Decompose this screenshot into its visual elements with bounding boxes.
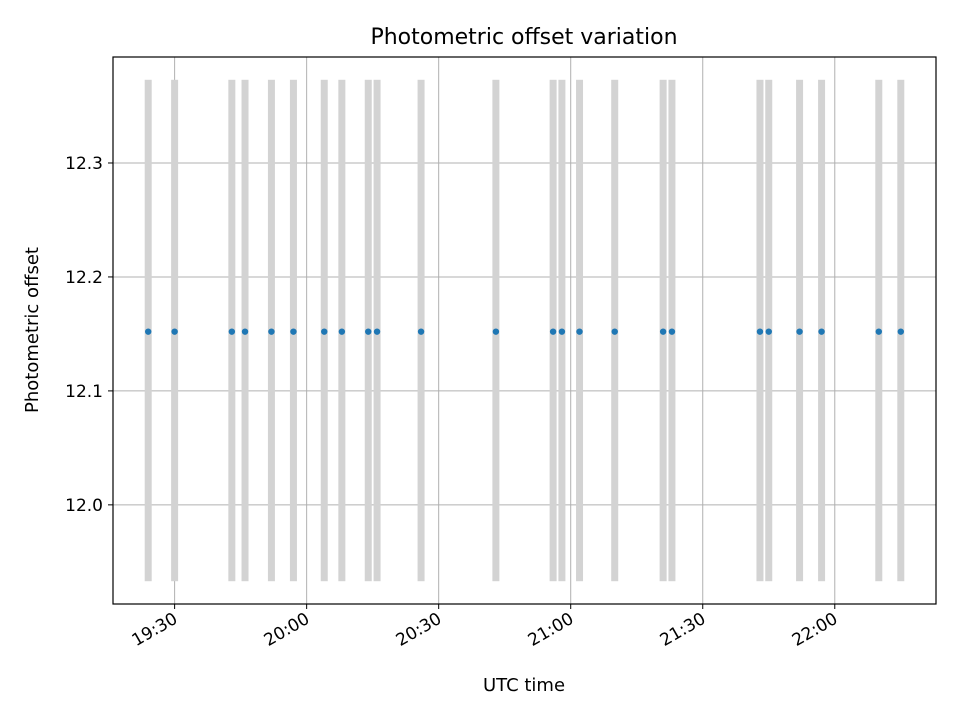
data-point <box>373 328 381 335</box>
data-point <box>611 328 618 335</box>
data-point <box>417 328 425 335</box>
data-point <box>576 328 583 335</box>
data-point <box>659 328 667 335</box>
y-tick-label: 12.0 <box>65 496 103 516</box>
data-point <box>171 328 178 335</box>
data-point <box>549 328 557 335</box>
data-point <box>875 328 882 335</box>
data-point <box>897 328 904 335</box>
data-point <box>365 328 372 335</box>
data-point <box>668 328 676 335</box>
data-point <box>321 328 328 335</box>
x-tick-label: 21:00 <box>525 609 577 651</box>
grid <box>113 57 936 604</box>
data-point <box>492 328 500 335</box>
x-tick-label: 20:30 <box>393 609 445 651</box>
x-tick-label: 20:00 <box>261 609 313 651</box>
chart-title: Photometric offset variation <box>370 25 677 50</box>
axis-ticks: 19:30 20:00 20:30 21:00 21:30 22:00 12.0 12.1 12… <box>65 154 841 651</box>
x-tick-label: 22:00 <box>789 609 841 651</box>
data-point <box>818 328 825 335</box>
data-point <box>338 328 346 335</box>
data-point <box>268 328 275 335</box>
x-axis-label: UTC time <box>483 675 565 696</box>
y-tick-label: 12.3 <box>65 154 103 174</box>
y-axis-label: Photometric offset <box>22 247 43 413</box>
data-point <box>558 328 566 335</box>
y-tick-label: 12.2 <box>65 268 103 288</box>
data-point <box>290 328 297 335</box>
x-tick-label: 19:30 <box>129 609 181 651</box>
plot-frame <box>112 56 937 605</box>
observation-bands <box>144 79 905 582</box>
data-points <box>145 328 904 335</box>
x-tick-label: 21:30 <box>657 609 709 651</box>
data-point <box>796 328 803 335</box>
data-point <box>241 328 249 335</box>
data-point <box>765 328 772 335</box>
y-tick-label: 12.1 <box>65 382 103 402</box>
data-point <box>145 328 152 335</box>
data-point <box>228 328 236 335</box>
data-point <box>756 328 764 335</box>
